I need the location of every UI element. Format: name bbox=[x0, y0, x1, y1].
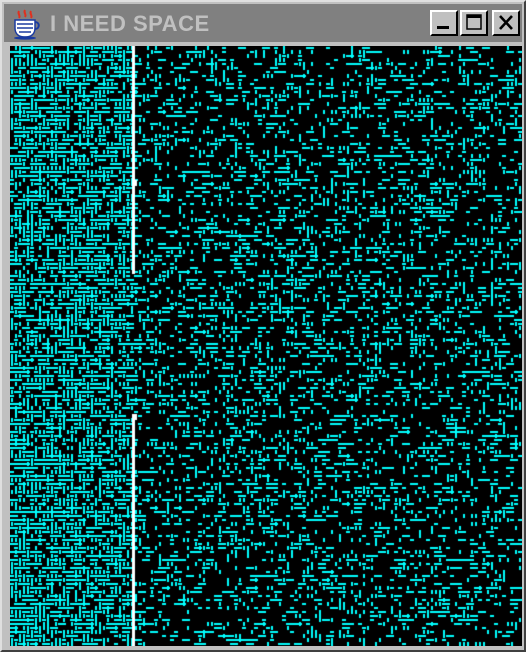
maximize-button[interactable] bbox=[460, 10, 488, 36]
simulation-area[interactable] bbox=[10, 46, 522, 646]
maximize-icon bbox=[466, 14, 482, 30]
close-button[interactable] bbox=[492, 10, 520, 36]
title-bar[interactable]: I NEED SPACE bbox=[4, 4, 522, 42]
minimize-button[interactable] bbox=[430, 10, 458, 36]
close-icon bbox=[499, 15, 513, 30]
java-coffee-cup-icon[interactable] bbox=[10, 8, 42, 40]
particle-field bbox=[10, 46, 522, 646]
minimize-icon bbox=[437, 26, 449, 29]
window-title: I NEED SPACE bbox=[50, 11, 210, 36]
